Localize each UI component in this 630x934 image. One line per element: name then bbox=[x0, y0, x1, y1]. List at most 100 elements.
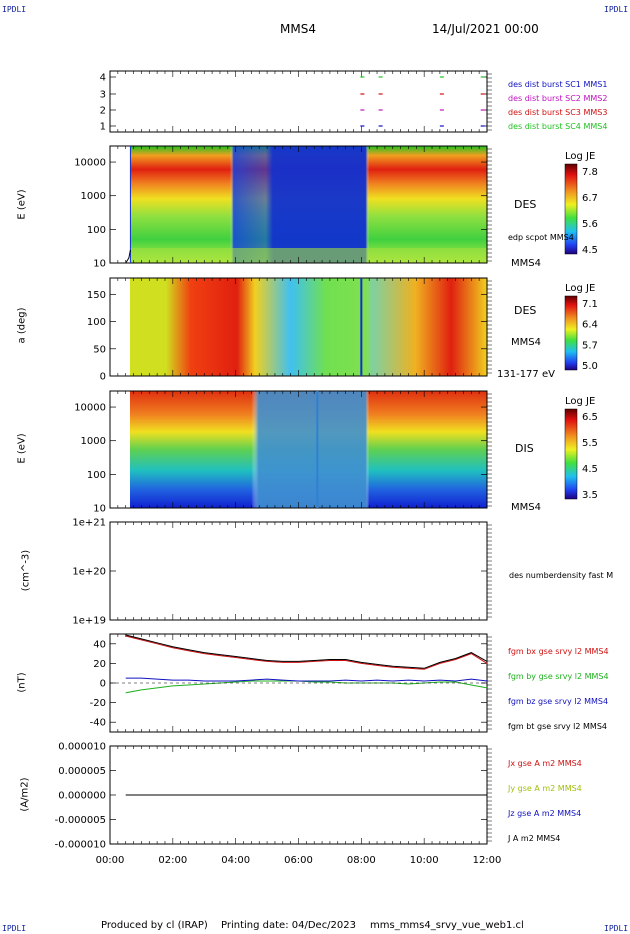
cbar-tick-dis-energy: 4.5 bbox=[582, 464, 598, 475]
scpot-line bbox=[125, 249, 131, 264]
label-dis-sc: MMS4 bbox=[511, 502, 541, 513]
corner-mark-bl: IPDLI bbox=[2, 924, 27, 933]
ylabel-dis-energy: E (eV) bbox=[16, 433, 28, 464]
spacecraft-title: MMS4 bbox=[280, 22, 316, 36]
y-tick-label: 0.000010 bbox=[58, 742, 106, 753]
corner-mark-br: IPDLI bbox=[604, 924, 629, 933]
x-tick-label: 06:00 bbox=[284, 855, 313, 866]
colorbar-des-energy bbox=[564, 163, 578, 255]
x-tick-label: 02:00 bbox=[158, 855, 187, 866]
cbar-title-dis-energy: Log JE bbox=[565, 396, 596, 407]
label-des-sc: MMS4 bbox=[511, 258, 541, 269]
legend-bfield: fgm bt gse srvy l2 MMS4 bbox=[508, 722, 607, 731]
label-pitch-sc: MMS4 bbox=[511, 337, 541, 348]
legend-density: des numberdensity fast M bbox=[509, 571, 613, 580]
cbar-tick-des-energy: 5.6 bbox=[582, 219, 598, 230]
y-tick-label: -40 bbox=[90, 718, 106, 729]
legend-bfield: fgm by gse srvy l2 MMS4 bbox=[508, 672, 609, 681]
y-tick-label: 100 bbox=[87, 317, 106, 328]
cbar-tick-dis-energy: 3.5 bbox=[582, 490, 598, 501]
footer-produced-by: Produced by cl (IRAP) bbox=[101, 920, 208, 931]
y-tick-label: 0.000005 bbox=[58, 766, 106, 777]
legend-current: Jy gse A m2 MMS4 bbox=[507, 784, 582, 793]
y-tick-label: 10000 bbox=[74, 403, 106, 414]
panel-des-energy bbox=[109, 145, 488, 264]
y-tick-label: 1 bbox=[100, 122, 106, 133]
legend-bfield: fgm bx gse srvy l2 MMS4 bbox=[508, 647, 609, 656]
y-tick-label: 40 bbox=[93, 639, 106, 650]
x-tick-label: 04:00 bbox=[221, 855, 250, 866]
corner-mark-tr: IPDLI bbox=[604, 5, 629, 14]
label-des-species: DES bbox=[514, 198, 537, 211]
label-dis-species: DIS bbox=[515, 442, 534, 455]
cbar-title-des-pitch: Log JE bbox=[565, 283, 596, 294]
y-tick-label: 20 bbox=[93, 659, 106, 670]
cbar-tick-des-pitch: 5.0 bbox=[582, 361, 598, 372]
legend-burst: des dist burst SC2 MMS2 bbox=[508, 94, 607, 103]
footer-filename: mms_mms4_srvy_vue_web1.cl bbox=[370, 920, 524, 931]
panel-density bbox=[109, 521, 488, 621]
y-tick-label: 0 bbox=[100, 372, 106, 383]
ylabel-bfield: (nT) bbox=[16, 672, 28, 693]
cbar-tick-des-pitch: 6.4 bbox=[582, 320, 598, 331]
y-tick-label: -20 bbox=[90, 698, 106, 709]
y-tick-label: 10 bbox=[93, 259, 106, 270]
y-tick-label: 1000 bbox=[81, 436, 106, 447]
y-tick-label: 0 bbox=[100, 679, 106, 690]
legend-bfield: fgm bz gse srvy l2 MMS4 bbox=[508, 697, 608, 706]
y-tick-label: 100 bbox=[87, 225, 106, 236]
cbar-tick-des-energy: 6.7 bbox=[582, 193, 598, 204]
y-tick-label: 0.000000 bbox=[58, 791, 106, 802]
bfield-line bbox=[125, 634, 488, 669]
y-tick-label: -0.000005 bbox=[55, 815, 106, 826]
cbar-tick-dis-energy: 6.5 bbox=[582, 412, 598, 423]
y-tick-label: 1e+20 bbox=[72, 567, 106, 578]
ylabel-density: (cm^-3) bbox=[20, 549, 32, 592]
y-tick-label: 100 bbox=[87, 470, 106, 481]
colorbar-dis-energy bbox=[564, 408, 578, 500]
panel-dis-energy bbox=[109, 390, 488, 509]
y-tick-label: 1e+19 bbox=[72, 616, 106, 627]
legend-current: J A m2 MMS4 bbox=[507, 834, 560, 843]
x-tick-label: 00:00 bbox=[96, 855, 125, 866]
y-tick-label: 10 bbox=[93, 504, 106, 515]
ylabel-des-pitch: a (deg) bbox=[16, 307, 28, 344]
panel-des-pitch bbox=[109, 277, 488, 377]
legend-burst: des dist burst SC3 MMS3 bbox=[508, 108, 607, 117]
y-tick-label: 3 bbox=[100, 90, 106, 101]
cbar-tick-des-pitch: 7.1 bbox=[582, 299, 598, 310]
y-tick-label: 2 bbox=[100, 106, 106, 117]
cbar-tick-dis-energy: 5.5 bbox=[582, 438, 598, 449]
corner-mark-tl: IPDLI bbox=[2, 5, 27, 14]
ylabel-current: (A/m2) bbox=[19, 777, 31, 812]
legend-current: Jz gse A m2 MMS4 bbox=[507, 809, 581, 818]
y-tick-label: 10000 bbox=[74, 158, 106, 169]
y-tick-label: 1e+21 bbox=[72, 518, 106, 529]
cbar-title-des-energy: Log JE bbox=[565, 151, 596, 162]
x-tick-label: 12:00 bbox=[473, 855, 502, 866]
y-tick-label: 1000 bbox=[81, 191, 106, 202]
y-tick-label: 50 bbox=[93, 344, 106, 355]
label-scpot: edp scpot MMS4 bbox=[508, 233, 574, 242]
bfield-line bbox=[125, 635, 488, 670]
panel-burst bbox=[109, 70, 488, 133]
colorbar-des-pitch bbox=[564, 295, 578, 371]
y-tick-label: 4 bbox=[100, 73, 106, 84]
label-pitch-species: DES bbox=[514, 304, 537, 317]
ylabel-des-energy: E (eV) bbox=[16, 189, 28, 220]
legend-burst: des dist burst SC1 MMS1 bbox=[508, 80, 607, 89]
y-tick-label: -0.000010 bbox=[55, 840, 106, 851]
cbar-tick-des-energy: 7.8 bbox=[582, 167, 598, 178]
date-title: 14/Jul/2021 00:00 bbox=[432, 22, 539, 36]
x-tick-label: 08:00 bbox=[347, 855, 376, 866]
legend-current: Jx gse A m2 MMS4 bbox=[507, 759, 582, 768]
bfield-line bbox=[125, 677, 488, 682]
label-pitch-energy: 131-177 eV bbox=[497, 369, 555, 380]
cbar-tick-des-pitch: 5.7 bbox=[582, 340, 598, 351]
cbar-tick-des-energy: 4.5 bbox=[582, 245, 598, 256]
y-tick-label: 150 bbox=[87, 290, 106, 301]
legend-burst: des dist burst SC4 MMS4 bbox=[508, 122, 607, 131]
footer-printing-date: Printing date: 04/Dec/2023 bbox=[221, 920, 357, 931]
x-tick-label: 10:00 bbox=[410, 855, 439, 866]
